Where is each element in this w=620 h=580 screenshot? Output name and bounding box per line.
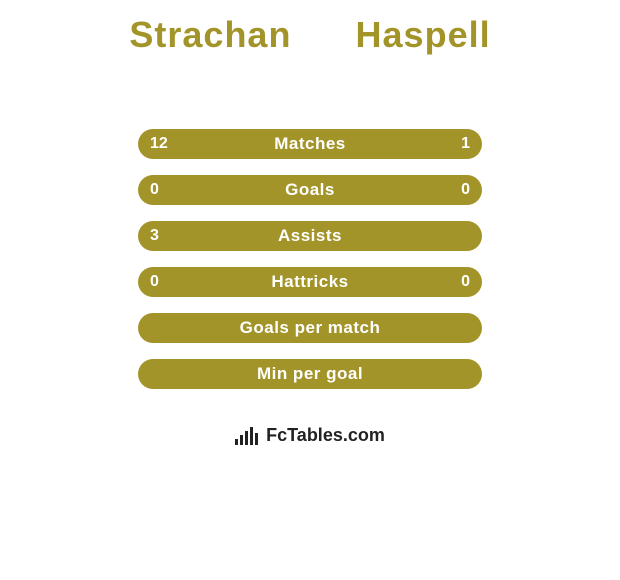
stat-value-right: 1 (461, 129, 470, 159)
branding-bars-icon (235, 425, 258, 445)
footer-date: 23 december 2024 (0, 477, 620, 498)
stat-bar-left-fill (138, 129, 403, 159)
stat-value-left: 0 (150, 267, 159, 297)
page-title: Strachan vs Haspell (0, 0, 620, 56)
stat-bar-left-fill (138, 175, 310, 205)
stat-value-left: 3 (150, 221, 159, 251)
stat-bar: Assists3 (138, 221, 482, 251)
stat-value-right: 0 (461, 267, 470, 297)
stat-value-left: 12 (150, 129, 168, 159)
stat-bar-left-fill (138, 359, 482, 389)
player-left-orb (4, 126, 112, 162)
stat-bar: Matches121 (138, 129, 482, 159)
player-right-orb (508, 126, 616, 162)
stat-bar: Goals per match (138, 313, 482, 343)
stat-row: Goals per match (0, 309, 620, 355)
stat-bar: Goals00 (138, 175, 482, 205)
stat-bar: Hattricks00 (138, 267, 482, 297)
branding-text: FcTables.com (266, 425, 385, 446)
stat-value-right: 0 (461, 175, 470, 205)
stat-bar-right-fill (310, 175, 482, 205)
title-separator: vs (302, 14, 344, 55)
player-left-name: Strachan (129, 14, 291, 55)
stat-rows: Matches121Goals00Assists3Hattricks00Goal… (0, 125, 620, 401)
stat-bar-left-fill (138, 267, 310, 297)
stat-row: Hattricks00 (0, 263, 620, 309)
stat-bar-left-fill (138, 313, 482, 343)
stat-bar: Min per goal (138, 359, 482, 389)
subtitle: Club competitions, Season 2024/2025 (0, 70, 620, 91)
stat-bar-right-fill (310, 267, 482, 297)
stat-row: Min per goal (0, 355, 620, 401)
stat-bar-left-fill (138, 221, 482, 251)
player-right-orb (508, 172, 616, 208)
comparison-card: Strachan vs Haspell Club competitions, S… (0, 0, 620, 580)
stat-value-left: 0 (150, 175, 159, 205)
player-right-name: Haspell (356, 14, 491, 55)
stat-row: Goals00 (0, 171, 620, 217)
stat-row: Assists3 (0, 217, 620, 263)
player-left-orb (4, 172, 112, 208)
branding-badge: FcTables.com (206, 411, 414, 459)
stat-bar-right-fill (403, 129, 482, 159)
stat-row: Matches121 (0, 125, 620, 171)
